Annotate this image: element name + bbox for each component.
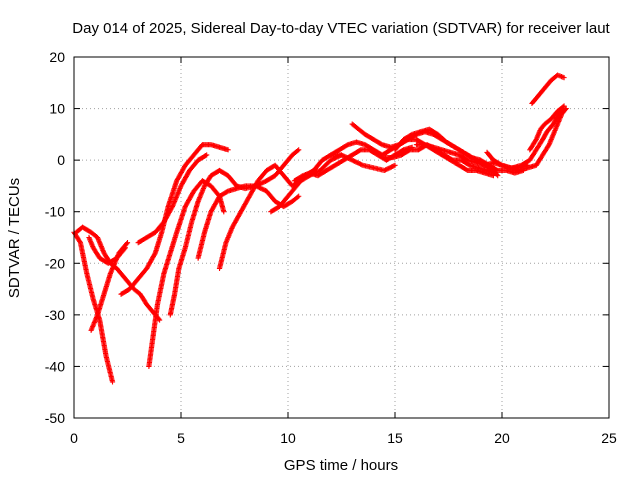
data-point (157, 317, 163, 323)
data-point (408, 132, 414, 138)
data-point (109, 379, 116, 385)
plot-frame (73, 56, 610, 419)
data-point (299, 173, 305, 179)
data-point (344, 142, 350, 148)
data-point (204, 152, 210, 158)
grid (74, 57, 609, 418)
x-tick-label: 5 (177, 430, 185, 446)
data-point (295, 148, 301, 154)
data-point (224, 189, 230, 195)
series-arc-5 (146, 178, 227, 370)
ticks: 0 5 10 15 20 25 -50 -40 -30 -20 -10 0 10 20 (45, 49, 617, 446)
series-arc-4 (86, 234, 128, 266)
series-arc-6 (118, 142, 231, 297)
data-point (561, 75, 567, 81)
data-point (561, 103, 567, 109)
x-tick-label: 0 (70, 430, 78, 446)
data-point (295, 194, 301, 200)
x-tick-label: 10 (280, 430, 296, 446)
data-point (296, 147, 302, 153)
x-tick-label: 20 (494, 430, 510, 446)
y-tick-label: -30 (45, 307, 65, 323)
data-point (449, 156, 455, 163)
data-point (357, 147, 363, 154)
y-tick-label: 20 (49, 49, 65, 65)
data-point (498, 162, 504, 168)
data-point (494, 167, 500, 173)
data-point (406, 147, 412, 154)
data-point (122, 245, 128, 251)
data-point (378, 141, 384, 147)
data-point (124, 240, 131, 246)
data-point (392, 162, 398, 168)
series-arc-20 (527, 103, 567, 153)
y-tick-label: -10 (45, 204, 65, 220)
y-tick-label: 10 (49, 101, 65, 117)
data-point (464, 167, 470, 173)
y-axis-label: SDTVAR / TECUs (6, 178, 23, 298)
chart-title: Day 014 of 2025, Sidereal Day-to-day VTE… (72, 20, 610, 37)
data-point (124, 241, 130, 247)
data-point (464, 156, 470, 163)
data-point (492, 170, 499, 176)
y-tick-label: -20 (45, 255, 65, 271)
data-point (203, 153, 209, 159)
data-point (560, 104, 566, 110)
x-axis-label: GPS time / hours (284, 457, 398, 474)
data-point (121, 246, 128, 252)
data-point (225, 147, 231, 153)
x-tick-label: 15 (387, 430, 403, 446)
series-arc-21 (529, 72, 567, 107)
data-point (296, 193, 302, 199)
series-arc-1 (71, 229, 116, 385)
series-arc-8 (135, 152, 210, 246)
series-arc-3 (88, 240, 131, 333)
data-layer (71, 72, 569, 385)
data-point (221, 209, 227, 215)
y-tick-label: 0 (57, 152, 65, 168)
x-tick-label: 25 (601, 430, 617, 446)
y-tick-label: -50 (45, 410, 65, 426)
data-point (77, 238, 83, 245)
y-tick-label: -40 (45, 358, 65, 374)
